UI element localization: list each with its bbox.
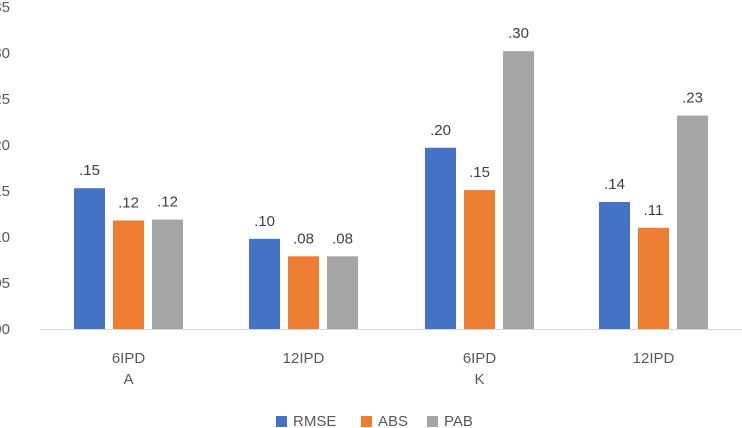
data-label: .14	[604, 176, 625, 193]
y-tick-label: .20	[0, 137, 10, 154]
x-axis: 6IPD A 12IPD 6IPD K 12IPD	[112, 350, 675, 388]
legend-swatch-rmse	[276, 416, 287, 427]
data-label: .12	[118, 194, 139, 211]
legend-swatch-pab	[427, 416, 438, 427]
y-tick-label: .15	[0, 183, 10, 200]
data-label: .10	[254, 213, 275, 230]
x-tick-label: K	[474, 371, 484, 388]
data-label: .08	[332, 230, 353, 247]
x-tick-label: A	[123, 371, 133, 388]
legend-label: ABS	[378, 413, 408, 428]
legend-label: RMSE	[293, 413, 336, 428]
bar-rmse	[599, 202, 630, 329]
bar-abs	[464, 190, 495, 329]
legend-label: PAB	[444, 413, 473, 428]
y-tick-label: .05	[0, 275, 10, 292]
x-tick-label: 6IPD	[112, 350, 146, 367]
bar-abs	[288, 256, 319, 329]
data-label: .12	[157, 194, 178, 211]
legend: RMSE ABS PAB	[276, 413, 473, 428]
data-label: .15	[469, 164, 490, 181]
x-tick-label: 12IPD	[633, 350, 675, 367]
y-tick-label: .35	[0, 0, 10, 16]
x-tick-label: 6IPD	[463, 350, 497, 367]
bar-rmse	[74, 188, 105, 329]
bar-pab	[503, 51, 534, 329]
data-label: .23	[682, 90, 703, 107]
bar-pab	[152, 219, 183, 329]
data-label: .30	[508, 25, 529, 42]
x-tick-label: 12IPD	[283, 350, 325, 367]
y-tick-label: .25	[0, 91, 10, 108]
bar-rmse	[249, 238, 280, 329]
bar-abs	[113, 220, 144, 329]
data-label: .08	[293, 230, 314, 247]
data-label: .20	[430, 122, 451, 139]
y-tick-label: .00	[0, 321, 10, 338]
data-label: .11	[644, 202, 664, 219]
data-labels: .15 .12 .12 .10 .08 .08 .20 .15 .30 .14 .11 .23	[79, 25, 703, 247]
y-tick-label: .10	[0, 229, 10, 246]
bar-pab	[327, 256, 358, 329]
bar-pab	[677, 115, 708, 329]
y-tick-label: .30	[0, 45, 10, 62]
y-axis: .00 .05 .10 .15 .20 .25 .30 .35	[0, 0, 10, 338]
bars	[74, 51, 708, 329]
data-label: .15	[79, 162, 100, 179]
bar-abs	[638, 227, 669, 329]
bar-rmse	[425, 147, 456, 329]
legend-swatch-abs	[361, 416, 372, 427]
